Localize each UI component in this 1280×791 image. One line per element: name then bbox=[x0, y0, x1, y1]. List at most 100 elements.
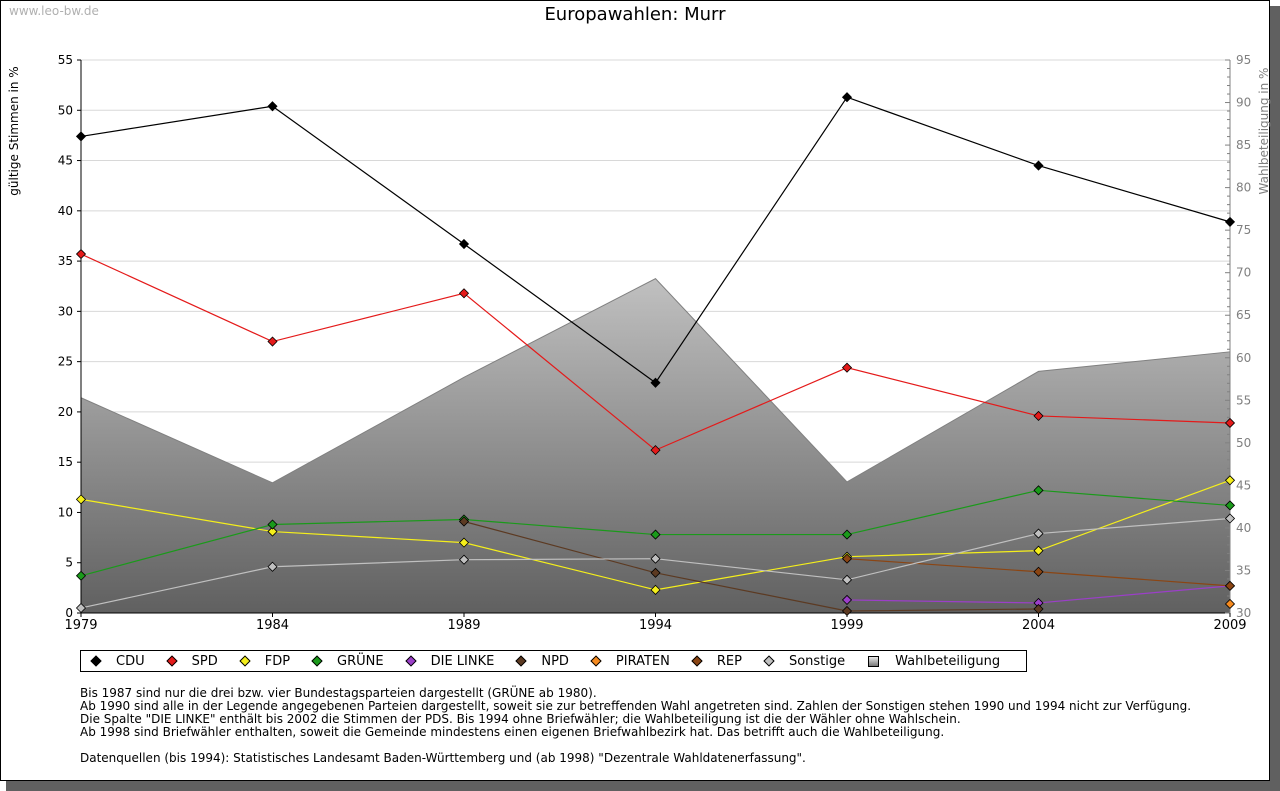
y-tick-label: 40 bbox=[58, 204, 73, 218]
data-point-sonstige bbox=[75, 602, 87, 614]
turnout-line bbox=[80, 278, 1231, 484]
legend-item: DIE LINKE bbox=[404, 653, 495, 669]
y2-tick-label: 55 bbox=[1236, 393, 1251, 407]
legend-label: Wahlbeteiligung bbox=[895, 653, 1001, 669]
x-tick-label: 1984 bbox=[256, 618, 289, 633]
y-tick-label: 20 bbox=[58, 405, 73, 419]
y-tick-label: 35 bbox=[58, 254, 73, 268]
frame-shadow bbox=[1270, 6, 1280, 791]
data-point-spd bbox=[1224, 417, 1236, 429]
y2-tick-label: 50 bbox=[1236, 436, 1251, 450]
data-point-spd bbox=[1033, 410, 1044, 421]
data-point-gr-ne bbox=[267, 519, 278, 530]
data-point-sonstige bbox=[458, 554, 470, 565]
legend-diamond-icon bbox=[311, 655, 323, 667]
data-point-cdu bbox=[1033, 160, 1044, 171]
data-point-piraten bbox=[1224, 598, 1236, 610]
data-point-spd bbox=[650, 445, 661, 456]
x-tick-label: 1994 bbox=[639, 618, 672, 633]
data-point-rep bbox=[1224, 580, 1236, 591]
y-tick-label: 45 bbox=[58, 154, 73, 168]
note-line: Die Spalte "DIE LINKE" enthält bis 2002 … bbox=[80, 712, 961, 726]
data-point-npd bbox=[650, 567, 661, 578]
y-tick-label: 10 bbox=[58, 505, 73, 519]
y2-tick-label: 85 bbox=[1236, 138, 1251, 152]
x-tick-label: 2009 bbox=[1213, 618, 1246, 633]
data-point-fdp bbox=[1033, 545, 1044, 556]
note-line: Bis 1987 sind nur die drei bzw. vier Bun… bbox=[80, 686, 597, 700]
legend-diamond-icon bbox=[763, 655, 775, 667]
data-point-sonstige bbox=[267, 561, 278, 572]
legend-label: FDP bbox=[264, 653, 291, 669]
legend-item: Sonstige bbox=[763, 654, 845, 669]
data-point-fdp bbox=[267, 526, 278, 537]
data-point-sonstige bbox=[650, 553, 661, 564]
series-line-npd bbox=[463, 520, 1039, 612]
legend-square-icon bbox=[868, 655, 880, 667]
data-point-cdu bbox=[650, 377, 661, 388]
y2-tick-label: 75 bbox=[1236, 223, 1251, 237]
legend-item: Wahlbeteiligung bbox=[866, 654, 1000, 669]
y-tick-label: 5 bbox=[65, 556, 73, 570]
data-point-spd bbox=[458, 288, 470, 299]
data-point-cdu bbox=[841, 92, 853, 103]
legend-item: NPD bbox=[515, 654, 569, 669]
legend-item: SPD bbox=[165, 654, 218, 669]
x-tick-label: 1999 bbox=[830, 618, 863, 633]
data-point-spd bbox=[267, 336, 278, 347]
legend-label: PIRATEN bbox=[615, 653, 670, 669]
data-point-cdu bbox=[458, 238, 470, 250]
data-point-cdu bbox=[1224, 216, 1236, 227]
y2-tick-label: 40 bbox=[1236, 521, 1251, 535]
data-point-fdp bbox=[650, 584, 661, 595]
x-tick-label: 1979 bbox=[64, 618, 97, 633]
y-tick-label: 30 bbox=[58, 304, 73, 318]
data-point-spd bbox=[75, 248, 87, 260]
data-point-cdu bbox=[267, 101, 278, 112]
data-point-npd bbox=[841, 605, 853, 617]
y-tick-label: 25 bbox=[58, 355, 73, 369]
y2-tick-label: 35 bbox=[1236, 563, 1251, 577]
y2-tick-label: 30 bbox=[1236, 606, 1251, 620]
data-point-sonstige bbox=[1224, 513, 1236, 524]
legend-diamond-icon bbox=[165, 655, 178, 667]
x-tick-label: 2004 bbox=[1022, 618, 1055, 633]
legend-diamond-icon bbox=[691, 655, 703, 667]
legend-label: DIE LINKE bbox=[430, 653, 495, 669]
watermark: www.leo-bw.de bbox=[9, 4, 99, 18]
legend-label: REP bbox=[716, 653, 742, 669]
legend-item: GRÜNE bbox=[311, 654, 384, 669]
y2-tick-label: 45 bbox=[1236, 478, 1251, 492]
legend-label: GRÜNE bbox=[337, 653, 384, 669]
data-point-gr-ne bbox=[1033, 485, 1044, 496]
data-point-cdu bbox=[75, 131, 87, 142]
legend: CDU SPD FDP GRÜNE DIE LINKE NPD PIRATEN REP Sons… bbox=[80, 650, 1027, 672]
note-line: Ab 1990 sind alle in der Legende angegeb… bbox=[80, 699, 1192, 713]
chart-title: Europawahlen: Murr bbox=[544, 4, 726, 25]
y-tick-label: 50 bbox=[58, 103, 73, 117]
legend-item: CDU bbox=[90, 654, 145, 669]
legend-diamond-icon bbox=[239, 655, 251, 667]
data-point-fdp bbox=[75, 494, 87, 505]
data-point-spd bbox=[841, 362, 853, 373]
y2-tick-label: 70 bbox=[1236, 266, 1251, 280]
legend-diamond-icon bbox=[515, 655, 528, 667]
data-point-gr-ne bbox=[75, 570, 87, 581]
x-tick-label: 1989 bbox=[447, 618, 480, 633]
legend-diamond-icon bbox=[404, 655, 417, 667]
y2-tick-label: 80 bbox=[1236, 181, 1251, 195]
y2-tick-label: 65 bbox=[1236, 308, 1251, 322]
data-point-gr-ne bbox=[841, 529, 853, 540]
data-point-sonstige bbox=[841, 574, 853, 585]
note-line: Datenquellen (bis 1994): Statistisches L… bbox=[80, 751, 806, 765]
legend-diamond-icon bbox=[590, 655, 602, 667]
data-point-npd bbox=[458, 516, 470, 527]
data-point-rep bbox=[841, 553, 853, 564]
y2-tick-label: 95 bbox=[1236, 53, 1251, 67]
legend-item: PIRATEN bbox=[590, 654, 670, 669]
note-line: Ab 1998 sind Briefwähler enthalten, sowe… bbox=[80, 725, 945, 739]
data-point-sonstige bbox=[1033, 528, 1044, 539]
legend-label: CDU bbox=[116, 653, 145, 669]
data-point-die-linke bbox=[841, 594, 853, 605]
